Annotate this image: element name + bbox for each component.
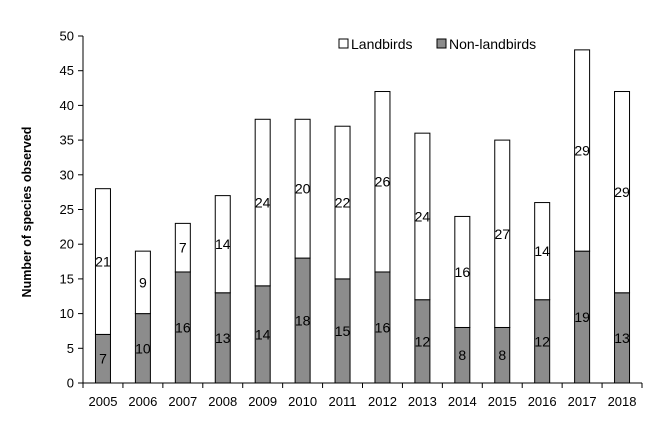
bar-segment-landbirds [334, 125, 351, 280]
legend-swatch [338, 38, 349, 49]
bar-segment-landbirds [534, 202, 551, 301]
data-label: 14 [255, 326, 271, 342]
data-label: 8 [498, 347, 506, 363]
data-label: 14 [215, 236, 231, 252]
bar-segment-landbirds [494, 139, 511, 328]
data-label: 24 [255, 195, 271, 211]
bar-segment-landbirds [174, 222, 191, 273]
legend-item-landbirds: Landbirds [338, 36, 413, 52]
y-tick-label: 5 [67, 341, 74, 356]
y-tick-label: 20 [60, 237, 74, 252]
x-axis: 2005 2006 2007 2008 2009 2010 2011 2012 2013 2014… [82, 382, 643, 409]
bar-segment-landbirds [614, 91, 631, 294]
x-tick-label: 2015 [488, 394, 517, 409]
data-label: 14 [534, 243, 550, 259]
y-tick-label: 50 [60, 29, 74, 44]
data-label: 13 [614, 330, 630, 346]
x-tick-label: 2013 [408, 394, 437, 409]
y-axis-title: Number of species observed [20, 127, 34, 298]
x-tick-label: 2006 [128, 394, 157, 409]
y-tick-label: 45 [60, 63, 74, 78]
y-tick-label: 25 [60, 202, 74, 217]
y-tick-label: 15 [60, 271, 74, 286]
legend-item-non-landbirds: Non-landbirds [436, 36, 536, 52]
x-tick-label: 2016 [528, 394, 557, 409]
x-tick-label: 2012 [368, 394, 397, 409]
data-label: 19 [574, 309, 590, 325]
data-label: 24 [415, 208, 431, 224]
bar-segment-landbirds [374, 91, 391, 273]
data-label: 16 [175, 319, 191, 335]
y-tick-label: 35 [60, 133, 74, 148]
data-label: 12 [534, 333, 550, 349]
data-label: 12 [415, 333, 431, 349]
data-label: 8 [458, 347, 466, 363]
bar-segment-landbirds [254, 118, 271, 287]
data-label: 9 [139, 274, 147, 290]
data-label: 7 [179, 240, 187, 256]
data-label: 13 [215, 330, 231, 346]
data-label: 20 [295, 181, 311, 197]
data-labels: 7 21 10 9 16 7 13 14 14 24 18 20 15 22 16 26 12 24 8 16 8 27 1… [95, 143, 630, 367]
x-tick-label: 2008 [208, 394, 237, 409]
legend-label: Landbirds [351, 36, 413, 52]
data-label: 16 [455, 264, 471, 280]
data-label: 27 [494, 226, 510, 242]
y-tick-label: 30 [60, 167, 74, 182]
data-label: 16 [375, 319, 391, 335]
data-label: 22 [335, 195, 351, 211]
x-tick-label: 2014 [448, 394, 477, 409]
bars [94, 49, 631, 384]
legend-swatch [436, 38, 447, 49]
y-tick-label: 10 [60, 306, 74, 321]
legend: Landbirds Non-landbirds [338, 36, 536, 52]
bar-segment-landbirds [134, 250, 151, 315]
y-tick-label: 40 [60, 98, 74, 113]
x-tick-label: 2018 [608, 394, 637, 409]
y-tick-label: 0 [67, 376, 74, 391]
bar-segment-landbirds [414, 132, 431, 301]
bar-segment-landbirds [214, 195, 231, 294]
data-label: 29 [574, 143, 590, 159]
x-tick-label: 2010 [288, 394, 317, 409]
data-label: 26 [375, 174, 391, 190]
data-label: 29 [614, 184, 630, 200]
data-label: 18 [295, 313, 311, 329]
x-tick-label: 2011 [329, 394, 357, 409]
x-tick-label: 2009 [248, 394, 277, 409]
legend-label: Non-landbirds [449, 36, 536, 52]
bar-segment-landbirds [454, 215, 471, 328]
bar-segment-landbirds [94, 188, 111, 335]
bar-segment-landbirds [574, 49, 591, 252]
data-label: 21 [95, 254, 111, 270]
y-axis: 0 5 10 15 20 25 30 35 40 45 50 [60, 29, 84, 391]
x-tick-label: 2005 [89, 394, 118, 409]
x-tick-label: 2017 [568, 394, 597, 409]
data-label: 10 [135, 340, 151, 356]
bar-segment-landbirds [294, 118, 311, 259]
data-label: 15 [335, 323, 351, 339]
x-tick-label: 2007 [168, 394, 197, 409]
data-label: 7 [99, 351, 107, 367]
